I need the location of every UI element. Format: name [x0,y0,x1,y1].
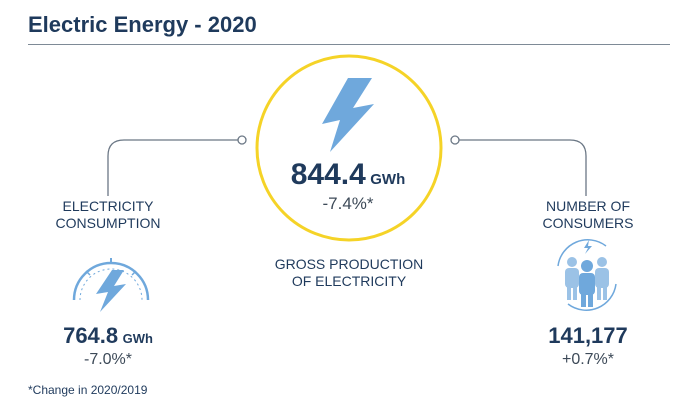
left-connector-dot [237,135,247,145]
gauge-lightning-icon [72,258,150,312]
people-group-icon [557,239,617,311]
consumers-label-line1: NUMBER OF [546,198,630,214]
consumption-label-line2: CONSUMPTION [55,215,161,231]
page-title: Electric Energy - 2020 [28,12,257,37]
consumers-label: NUMBER OF CONSUMERS [518,198,658,232]
production-value: 844.4 [290,158,366,191]
production-change: -7.4%* [322,194,374,213]
consumption-label: ELECTRICITY CONSUMPTION [38,198,178,232]
consumers-change: +0.7%* [561,351,615,368]
title-divider [28,44,670,45]
consumers-value: 141,177 [548,323,628,348]
footnote: *Change in 2020/2019 [28,383,148,397]
consumption-label-line1: ELECTRICITY [62,198,154,214]
production-unit: GWh [370,171,406,188]
consumption-value-block: 764.8 GWh -7.0%* [38,323,178,369]
production-label: GROSS PRODUCTION OF ELECTRICITY [258,256,440,290]
lightning-bolt-icon [322,78,374,152]
consumers-value-block: 141,177 +0.7%* [518,323,658,369]
production-label-line1: GROSS PRODUCTION [274,256,424,272]
production-label-line2: OF ELECTRICITY [291,273,407,289]
production-circle [255,54,443,242]
production-value-block: 844.4 GWh -7.4%* [270,158,426,214]
consumption-unit: GWh [122,331,153,346]
left-connector [107,139,242,196]
consumption-value: 764.8 [63,323,119,348]
consumers-label-line2: CONSUMERS [542,215,634,231]
right-connector [455,139,587,196]
consumption-change: -7.0%* [83,351,133,368]
right-connector-dot [450,135,460,145]
